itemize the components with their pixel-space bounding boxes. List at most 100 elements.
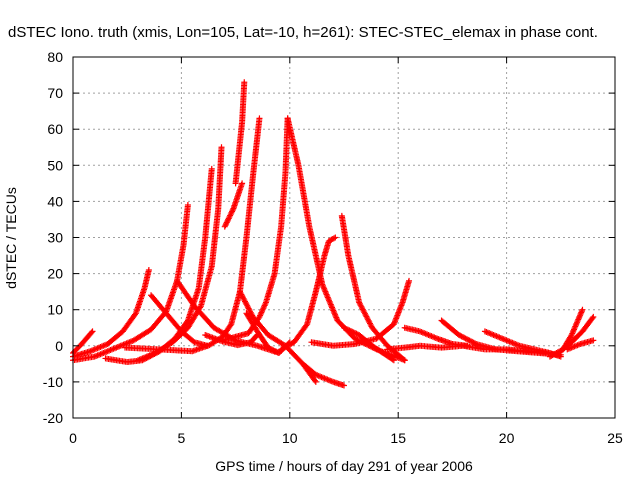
data-series-track	[401, 324, 471, 349]
data-series-track	[135, 144, 225, 364]
data-series-track	[564, 337, 597, 353]
data-series-track	[122, 115, 263, 355]
data-point	[270, 347, 277, 354]
data-point	[347, 328, 354, 335]
y-tick-label: 10	[47, 302, 63, 318]
y-axis-label: dSTEC / TECUs	[3, 187, 19, 289]
data-point	[331, 235, 338, 242]
y-tick-label: 60	[47, 121, 63, 137]
data-point	[311, 377, 318, 384]
data-point	[312, 378, 319, 385]
data-point	[464, 342, 471, 349]
data-point	[145, 266, 152, 273]
y-tick-label: 20	[47, 266, 63, 282]
data-point	[567, 333, 574, 340]
data-point	[227, 322, 234, 329]
data-point	[204, 342, 211, 349]
data-point	[271, 347, 278, 354]
data-series-track	[70, 202, 191, 364]
data-point	[471, 340, 478, 347]
data-point	[266, 345, 273, 352]
data-point	[342, 325, 349, 332]
x-tick-label: 10	[282, 430, 298, 446]
data-point	[461, 334, 468, 341]
data-point	[221, 223, 228, 230]
x-tick-label: 0	[69, 430, 77, 446]
data-point	[466, 337, 473, 344]
data-point	[353, 330, 360, 337]
data-series-track	[341, 324, 397, 364]
data-series-track	[557, 313, 597, 355]
data-point	[590, 313, 597, 320]
data-point	[228, 209, 235, 216]
data-point	[218, 144, 225, 151]
data-point	[229, 208, 236, 215]
data-point	[389, 356, 396, 363]
data-series-track	[278, 234, 339, 353]
data-point	[341, 324, 347, 331]
data-point	[226, 213, 233, 220]
data-point	[225, 216, 232, 223]
data-point	[579, 306, 586, 313]
data-point	[589, 315, 596, 322]
data-point	[350, 329, 357, 336]
data-point	[227, 212, 234, 219]
y-tick-label: -20	[43, 410, 63, 426]
data-point	[267, 345, 274, 352]
data-point	[89, 328, 96, 335]
data-series-track	[148, 292, 211, 349]
data-point	[462, 335, 469, 342]
data-series-track	[70, 266, 152, 360]
x-tick-label: 20	[499, 430, 515, 446]
data-point	[241, 79, 248, 86]
data-point	[401, 357, 408, 364]
data-point	[390, 357, 397, 364]
data-series	[70, 79, 597, 389]
y-tick-label: 30	[47, 230, 63, 246]
data-point	[345, 326, 352, 333]
data-point	[590, 337, 597, 344]
data-point	[269, 346, 276, 353]
data-point	[458, 333, 465, 340]
data-point	[455, 331, 462, 338]
x-tick-label: 25	[607, 430, 623, 446]
data-point	[346, 327, 353, 334]
data-point	[406, 277, 413, 284]
data-point	[557, 353, 564, 360]
x-axis-label: GPS time / hours of day 291 of year 2006	[215, 458, 473, 474]
data-point	[223, 219, 230, 226]
data-point	[463, 336, 470, 343]
y-tick-label: 40	[47, 193, 63, 209]
y-tick-label: 70	[47, 85, 63, 101]
data-point	[223, 220, 230, 227]
data-series-track	[232, 79, 248, 187]
data-point	[222, 222, 229, 229]
data-point	[349, 328, 356, 335]
data-point	[184, 202, 191, 209]
data-point	[190, 338, 197, 345]
data-point	[224, 218, 231, 225]
data-point	[254, 331, 261, 338]
y-tick-label: 50	[47, 157, 63, 173]
data-point	[467, 338, 474, 345]
y-tick-label: 80	[47, 49, 63, 65]
data-point	[303, 322, 310, 329]
data-point	[459, 334, 466, 341]
data-series-track	[202, 331, 261, 349]
y-tick-label: -10	[43, 374, 63, 390]
data-point	[332, 234, 339, 241]
data-point	[341, 382, 347, 389]
data-point	[227, 211, 234, 218]
data-series-track	[299, 360, 347, 389]
data-point	[208, 165, 215, 172]
x-tick-label: 5	[178, 430, 186, 446]
data-point	[351, 335, 358, 342]
data-point	[239, 180, 246, 187]
data-point	[352, 330, 359, 337]
data-point	[225, 215, 232, 222]
data-point	[265, 344, 272, 351]
data-point	[469, 338, 476, 345]
y-tick-label: 0	[55, 338, 63, 354]
data-point	[470, 339, 477, 346]
